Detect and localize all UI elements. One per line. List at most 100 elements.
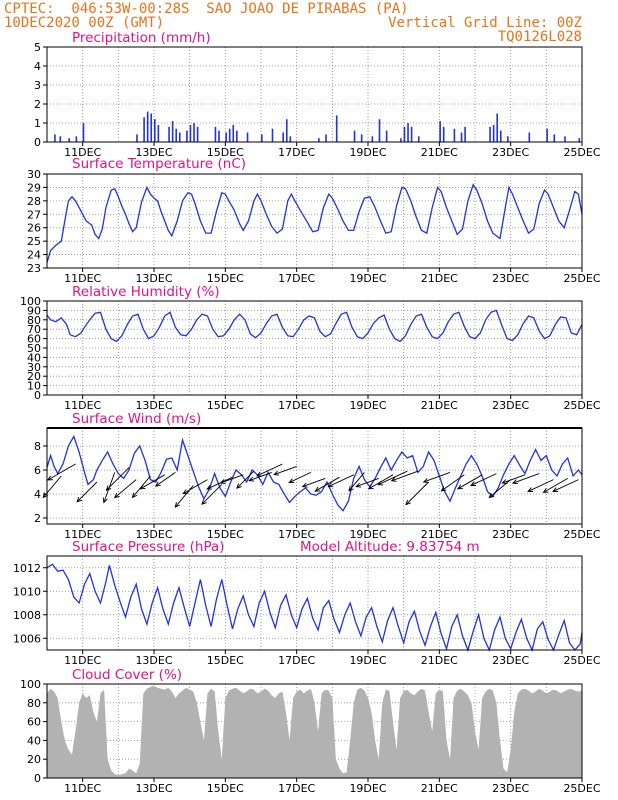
- xtick-label: 19DEC: [349, 654, 386, 667]
- xtick-label: 25DEC: [563, 528, 600, 541]
- wind-vector: [355, 477, 379, 488]
- wind-vector-head: [201, 499, 207, 505]
- panel-0: Precipitation (mm/h) 0 1 2 3 4 5 11DEC 13DEC 15DE…: [34, 30, 601, 159]
- xtick-label: 17DEC: [278, 399, 315, 412]
- xtick-label: 25DEC: [563, 654, 600, 667]
- wind-vector-head: [219, 479, 226, 484]
- xtick-label: 15DEC: [207, 782, 244, 795]
- precip-bar: [168, 126, 170, 142]
- precip-bar: [68, 138, 70, 142]
- ytick-label: 1006: [13, 632, 41, 645]
- precip-bar: [442, 126, 445, 142]
- wind-vector-head: [390, 476, 397, 482]
- wind-vector: [543, 478, 568, 493]
- wind-vector: [47, 463, 76, 481]
- wind-vector-head: [113, 492, 120, 499]
- panel-3: Surface Wind (m/s) 2 4 6 8 11DEC 13DEC 15DEC 17D…: [34, 411, 601, 541]
- wind-vector: [236, 470, 255, 489]
- ytick-label: 0: [34, 772, 41, 785]
- ytick-label: 100: [20, 295, 41, 308]
- xtick-label: 19DEC: [349, 528, 386, 541]
- precip-bar: [407, 123, 409, 142]
- precip-bar: [82, 123, 85, 142]
- wind-vector-head: [501, 479, 508, 484]
- ytick-label: 23: [27, 262, 41, 275]
- series-line: [46, 434, 583, 512]
- ytick-label: 26: [27, 222, 41, 235]
- precip-bar: [193, 123, 195, 142]
- wind-vector-head: [236, 483, 242, 489]
- precip-bar: [136, 134, 138, 142]
- xtick-label: 11DEC: [64, 654, 101, 667]
- ytick-label: 6: [34, 464, 41, 477]
- wind-vector-head: [182, 489, 189, 495]
- xtick-label: 11DEC: [64, 399, 101, 412]
- wind-vector: [106, 467, 130, 491]
- wind-vector: [114, 479, 137, 498]
- wind-vector: [206, 476, 233, 490]
- precip-bar: [528, 132, 531, 142]
- xtick-label: 23DEC: [492, 782, 529, 795]
- precip-bar: [371, 136, 374, 142]
- xtick-label: 13DEC: [135, 146, 172, 159]
- header-date: 10DEC2020 00Z (GMT): [4, 15, 165, 31]
- ytick-label: 25: [27, 235, 41, 248]
- ytick-label: 20: [27, 753, 41, 766]
- series-line: [46, 309, 583, 343]
- precip-bar: [499, 130, 502, 142]
- precip-bar: [564, 136, 566, 142]
- xtick-label: 19DEC: [349, 272, 386, 285]
- precip-bar: [146, 111, 149, 142]
- wind-vector: [441, 474, 465, 492]
- model-altitude-annotation: Model Altitude: 9.83754 m: [300, 539, 480, 555]
- ytick-label: 40: [27, 351, 41, 364]
- xtick-label: 11DEC: [64, 782, 101, 795]
- xtick-label: 23DEC: [492, 399, 529, 412]
- ytick-label: 10: [27, 380, 41, 393]
- wind-vector: [512, 473, 540, 484]
- ytick-label: 2: [34, 512, 41, 525]
- xtick-label: 11DEC: [64, 146, 101, 159]
- wind-vector-head: [377, 480, 384, 486]
- precip-bar: [236, 130, 238, 142]
- precip-bar: [196, 126, 199, 142]
- precip-bar: [218, 130, 220, 142]
- precip-bar: [360, 134, 363, 142]
- wind-vector-head: [288, 478, 295, 484]
- wind-vector: [273, 465, 297, 476]
- wind-vector-head: [139, 484, 146, 490]
- precip-bar: [553, 134, 556, 142]
- xtick-label: 21DEC: [421, 528, 458, 541]
- xtick-label: 21DEC: [421, 782, 458, 795]
- precip-bar: [246, 132, 249, 142]
- precip-bar: [417, 136, 420, 142]
- series-line: [46, 563, 583, 653]
- wind-vector-head: [456, 484, 463, 490]
- precip-bar: [178, 132, 181, 142]
- xtick-label: 17DEC: [278, 528, 315, 541]
- wind-vector-head: [542, 488, 549, 493]
- precip-bar: [289, 136, 292, 142]
- ytick-label: 28: [27, 195, 41, 208]
- wind-vector: [302, 477, 326, 488]
- xtick-label: 17DEC: [278, 782, 315, 795]
- wind-vector: [183, 479, 208, 494]
- xtick-label: 13DEC: [135, 528, 172, 541]
- panel-frame: [46, 46, 583, 143]
- ytick-label: 30: [27, 168, 41, 181]
- wind-vector: [405, 481, 429, 505]
- ytick-label: 0: [34, 136, 41, 149]
- precip-bar: [378, 119, 381, 142]
- xtick-label: 25DEC: [563, 146, 600, 159]
- wind-vector: [502, 474, 526, 484]
- panel-title: Surface Temperature (nC): [72, 156, 246, 172]
- ytick-label: 2: [34, 98, 41, 111]
- precip-bar: [225, 132, 227, 142]
- wind-vector-head: [470, 481, 477, 486]
- xtick-label: 23DEC: [492, 654, 529, 667]
- precip-bar: [214, 126, 217, 142]
- ytick-label: 70: [27, 323, 41, 336]
- wind-vector: [288, 471, 312, 483]
- precip-bar: [189, 124, 192, 142]
- xtick-label: 15DEC: [207, 272, 244, 285]
